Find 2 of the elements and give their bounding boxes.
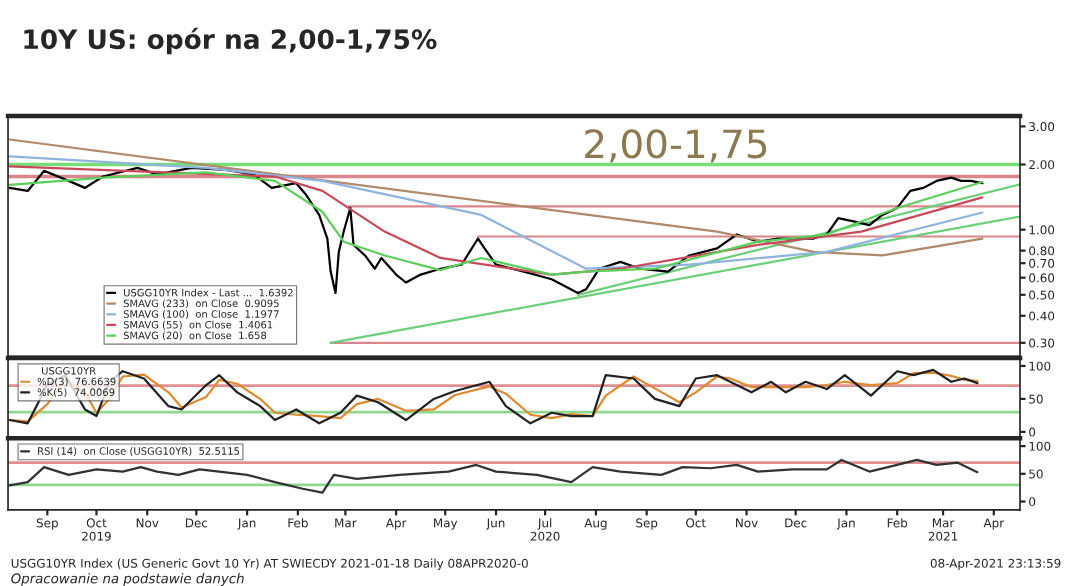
chart-title: 10Y US: opór na 2,00-1,75% xyxy=(24,27,437,55)
annotation: 2,00-1,75 xyxy=(585,129,767,163)
